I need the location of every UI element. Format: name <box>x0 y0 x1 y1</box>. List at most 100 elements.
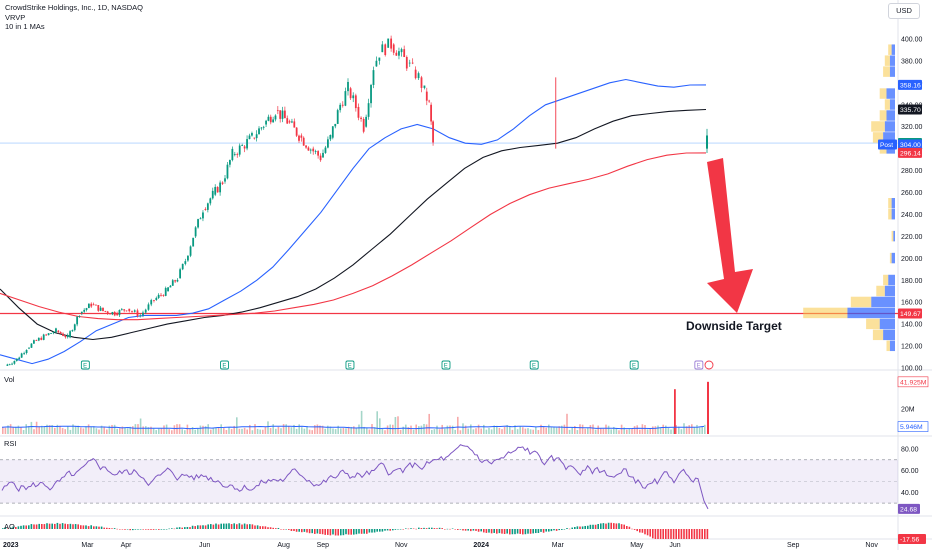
earnings-marker-label: E <box>222 364 226 370</box>
ao-bar <box>618 523 620 529</box>
volume-bar <box>467 428 469 434</box>
earnings-marker-label: E <box>83 364 87 370</box>
candle-body <box>349 88 352 99</box>
volume-bar <box>405 424 407 434</box>
ao-bar <box>542 529 545 533</box>
volume-bar <box>132 426 134 434</box>
candle-body <box>224 178 226 182</box>
volume-badge-text: 41.925M <box>900 379 927 386</box>
ao-bar <box>566 528 568 529</box>
volume-bar <box>696 424 698 434</box>
volume-bar <box>524 428 527 434</box>
candle-body <box>302 137 305 146</box>
volume-badge <box>897 376 929 388</box>
volume-profile-sell-bar <box>883 329 895 341</box>
volume-profile-buy-bar <box>884 55 890 66</box>
volume-bar <box>35 421 38 434</box>
volume-bar <box>98 429 100 434</box>
ao-bar <box>119 529 121 530</box>
volume-bar <box>532 429 534 434</box>
ao-bar <box>493 529 495 533</box>
volume-bar <box>22 430 25 434</box>
ao-bar <box>332 529 334 535</box>
volume-bar <box>472 429 475 434</box>
volume-profile-buy-bar <box>879 110 887 121</box>
indicator-mas-label[interactable]: 10 in 1 MAs <box>5 22 45 31</box>
candle-body <box>425 91 428 101</box>
indicator-vrvp-label[interactable]: VRVP <box>5 13 26 22</box>
ao-bar <box>464 529 467 531</box>
volume-bar <box>61 428 64 434</box>
candle-body <box>354 95 357 109</box>
volume-bar <box>550 427 553 434</box>
moving-average-line <box>0 152 707 321</box>
ao-bar <box>516 529 519 534</box>
price-axis-badge <box>898 139 922 150</box>
candle-body <box>274 115 277 120</box>
volume-bar <box>407 427 410 434</box>
volume-bar <box>269 428 272 434</box>
volume-bar <box>308 429 311 434</box>
volume-bar <box>501 429 503 434</box>
volume-bar <box>30 421 33 434</box>
volume-bar <box>592 424 594 434</box>
candle-body <box>251 133 253 136</box>
volume-bar <box>48 425 51 434</box>
volume-bar <box>178 424 181 434</box>
volume-bar <box>236 417 238 434</box>
volume-bar <box>303 428 306 434</box>
ao-bar <box>446 528 449 530</box>
volume-ma-badge <box>897 421 929 432</box>
candle-body <box>428 100 431 102</box>
earnings-marker-label: E <box>444 364 448 370</box>
volume-bar <box>644 425 646 434</box>
volume-bar <box>160 428 163 434</box>
candle-body <box>241 145 244 146</box>
ao-bar <box>511 529 514 535</box>
volume-bar <box>43 426 46 434</box>
ao-bar <box>644 529 646 535</box>
volume-bar <box>41 425 43 434</box>
candle-body <box>139 315 142 317</box>
candle-body <box>238 145 241 155</box>
ao-bar <box>241 524 243 529</box>
ao-bar <box>607 522 610 529</box>
volume-bar <box>262 429 264 434</box>
volume-bar <box>217 427 220 434</box>
ao-bar <box>657 529 659 539</box>
volume-profile-buy-bar <box>886 340 890 352</box>
candle-body <box>62 333 64 336</box>
candle-body <box>420 77 423 88</box>
ao-bar <box>522 529 524 535</box>
volume-bar <box>210 429 212 434</box>
candle-body <box>272 119 275 123</box>
volume-bar <box>33 429 35 434</box>
ao-bar <box>340 529 342 536</box>
volume-bar <box>698 427 701 434</box>
post-badge <box>878 139 897 150</box>
volume-bar <box>490 429 493 434</box>
candle-body <box>92 304 95 306</box>
candle-body <box>327 139 329 148</box>
ao-bar <box>113 528 116 529</box>
ao-bar <box>397 529 399 530</box>
ao-bar <box>25 525 27 529</box>
symbol-title[interactable]: CrowdStrike Holdings, Inc., 1D, NASDAQ <box>5 3 143 12</box>
candle-body <box>414 69 417 79</box>
ao-bar <box>9 527 12 529</box>
candle-body <box>104 310 107 312</box>
price-axis-tick-label: 400.00 <box>901 36 923 43</box>
currency-button[interactable]: USD <box>888 3 920 19</box>
ao-bar <box>373 529 376 533</box>
volume-bar <box>321 425 324 434</box>
volume-bar <box>542 426 545 434</box>
candle-body <box>411 62 414 64</box>
ao-bar <box>402 529 404 530</box>
candle-body <box>111 312 114 315</box>
ao-bar <box>173 528 176 530</box>
rsi-badge-text: 24.68 <box>900 506 917 513</box>
ao-bar <box>210 524 212 529</box>
ao-bar <box>264 526 267 529</box>
volume-bar <box>72 424 74 434</box>
